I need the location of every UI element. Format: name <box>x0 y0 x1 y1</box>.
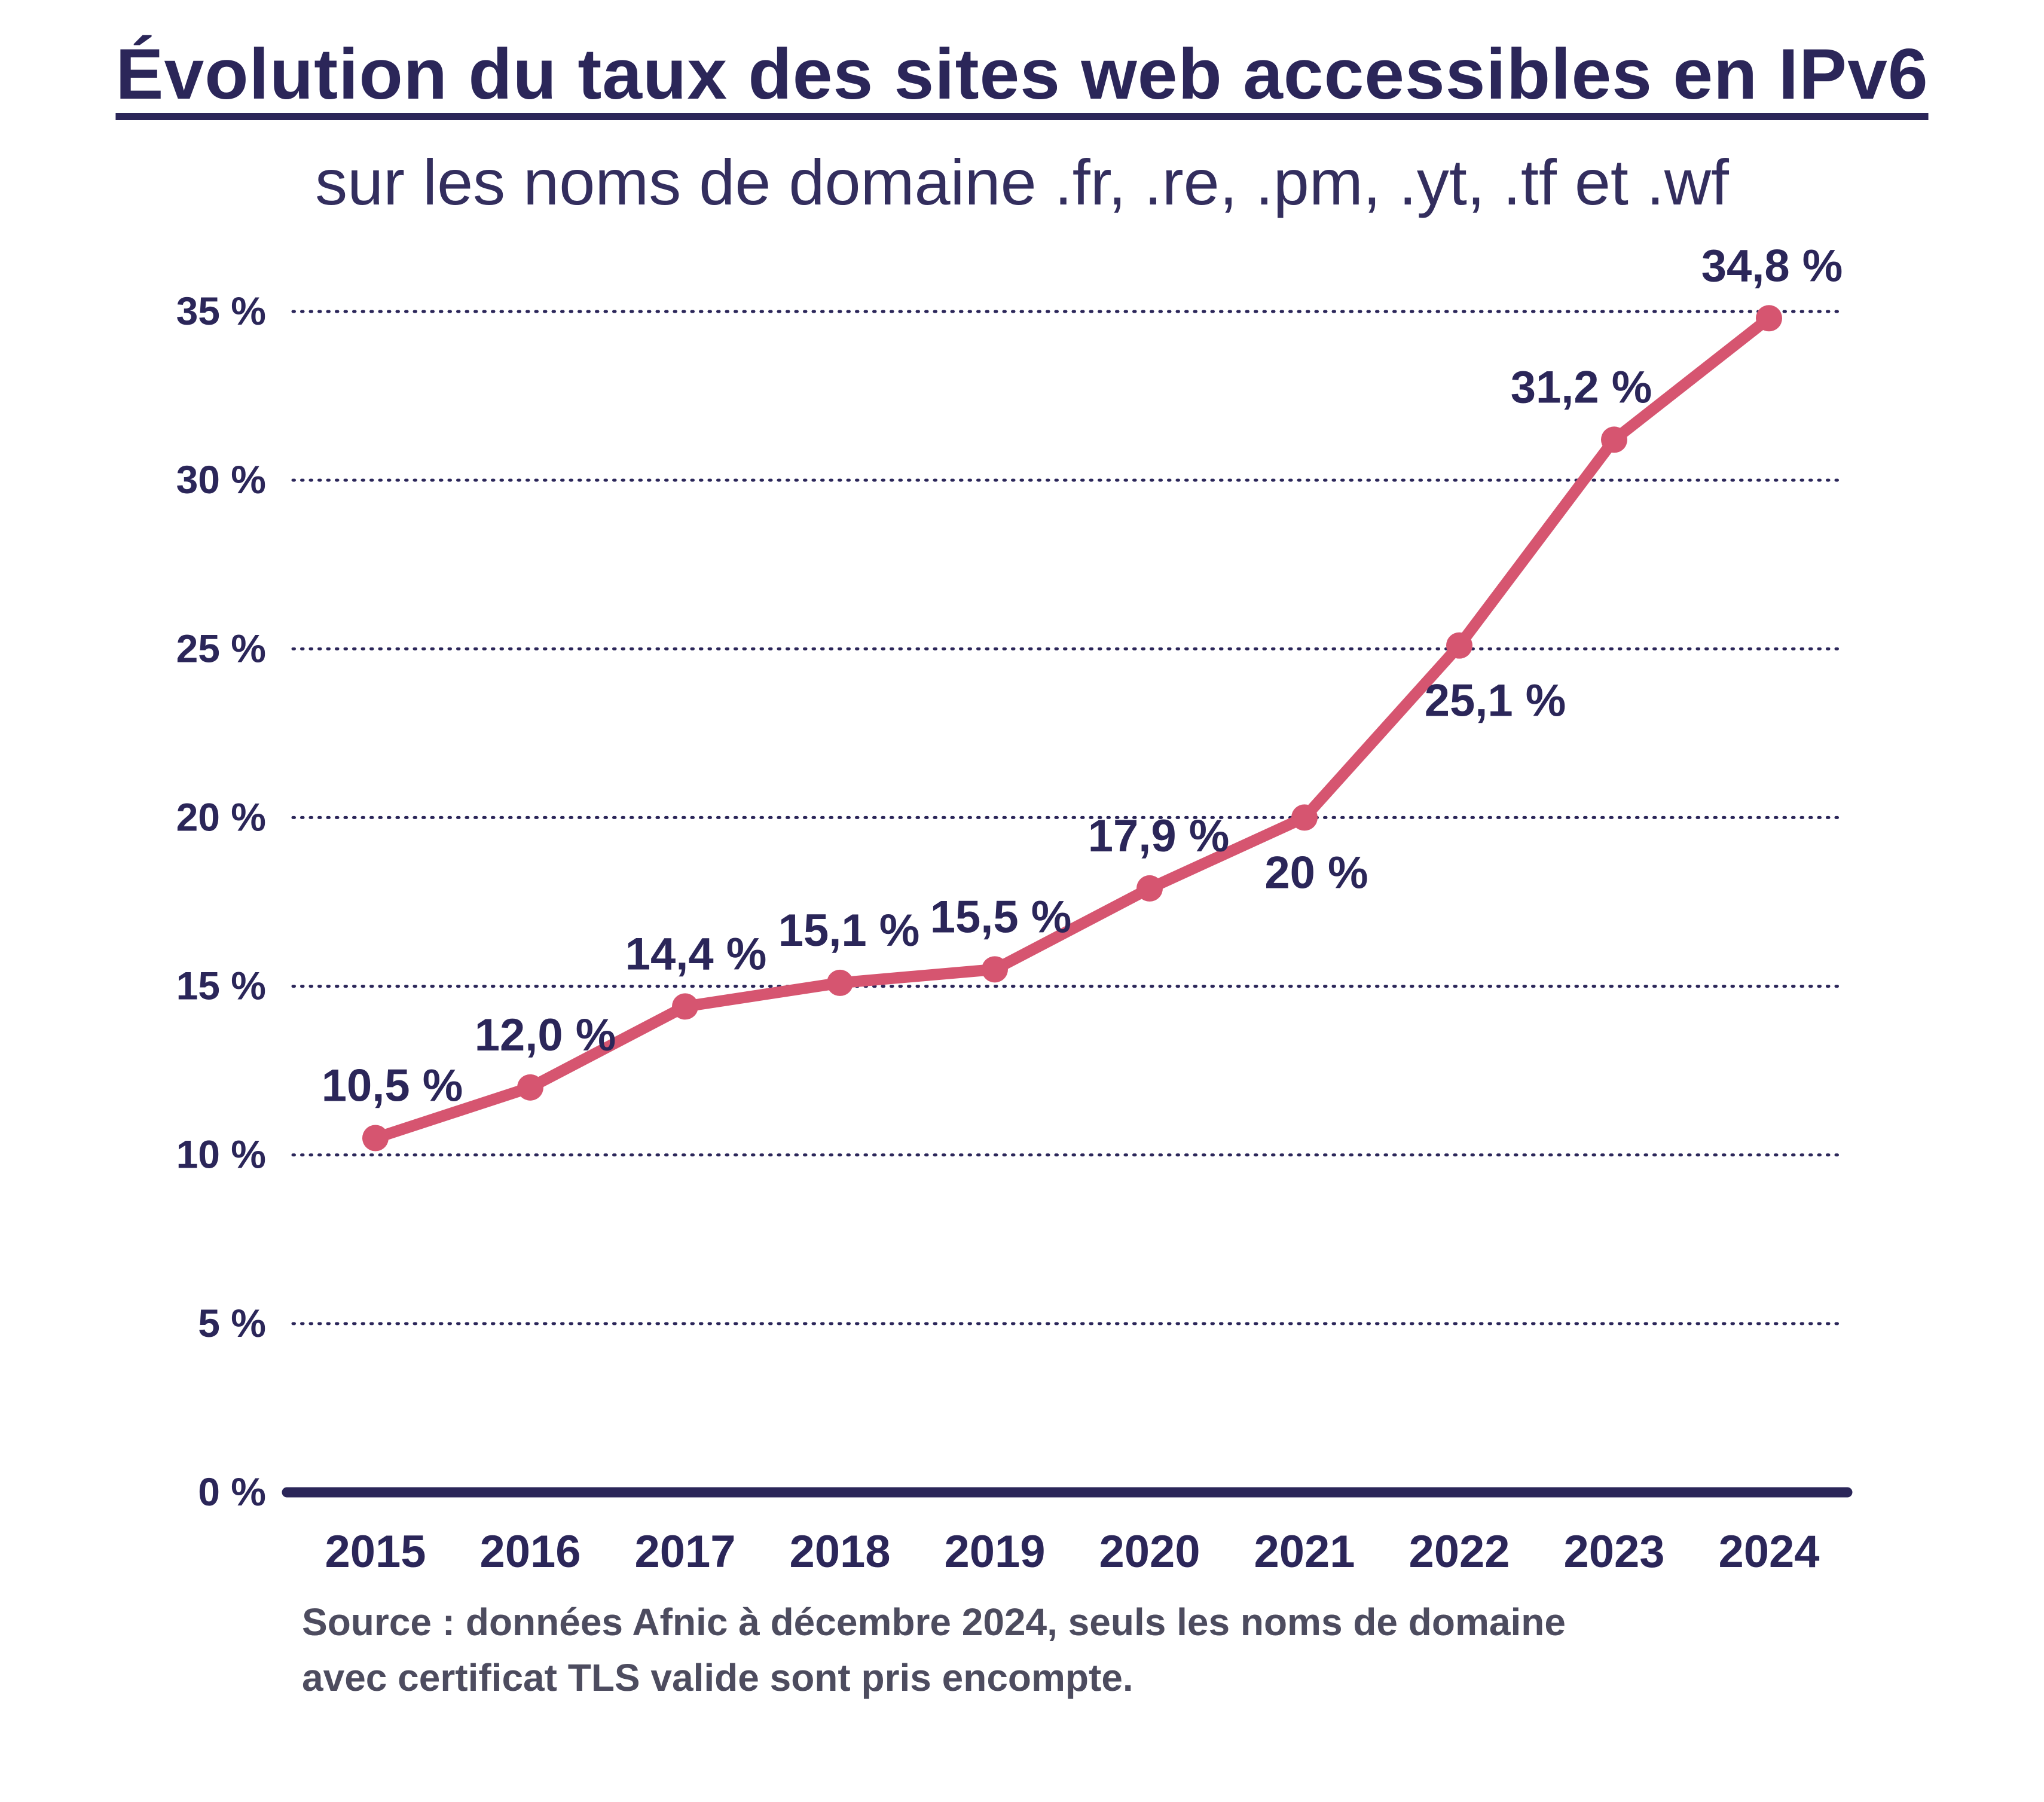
x-tick-label: 2016 <box>479 1526 580 1577</box>
x-tick-label: 2022 <box>1409 1526 1510 1577</box>
data-point-label: 15,5 % <box>930 891 1072 942</box>
data-point <box>1601 426 1627 453</box>
x-tick-label: 2021 <box>1254 1526 1355 1577</box>
x-tick-label: 2020 <box>1099 1526 1200 1577</box>
data-point <box>1756 305 1782 332</box>
data-point-label: 14,4 % <box>625 929 767 979</box>
x-tick-label: 2023 <box>1563 1526 1664 1577</box>
data-point <box>827 969 853 996</box>
data-point-label: 17,9 % <box>1088 811 1230 862</box>
data-point <box>362 1125 389 1152</box>
data-point-label: 34,8 % <box>1701 240 1843 291</box>
source-note: Source : données Afnic à décembre 2024, … <box>302 1595 1677 1706</box>
data-point <box>1136 875 1163 902</box>
data-point <box>1291 804 1318 831</box>
y-tick-label: 35 % <box>176 289 266 333</box>
x-tick-label: 2017 <box>634 1526 735 1577</box>
y-tick-label: 25 % <box>176 626 266 670</box>
x-tick-label: 2024 <box>1718 1526 1819 1577</box>
x-tick-label: 2019 <box>944 1526 1045 1577</box>
data-point-label: 25,1 % <box>1425 676 1566 726</box>
ipv6-line-chart: 0 % 5 % 10 % 15 % 20 % 25 % 30 % 35 % 10,5 % 2015… <box>176 240 1853 1577</box>
y-tick-label: 15 % <box>176 964 266 1008</box>
data-line <box>369 312 1775 1144</box>
source-line-2: avec certificat TLS valide sont pris enc… <box>302 1656 1133 1699</box>
data-point <box>672 993 698 1020</box>
data-point-label: 12,0 % <box>475 1010 616 1061</box>
data-point-label: 20 % <box>1264 847 1368 898</box>
data-point-label: 10,5 % <box>322 1060 463 1111</box>
y-tick-label: 20 % <box>176 795 266 839</box>
data-point <box>517 1074 543 1101</box>
y-tick-label: 10 % <box>176 1132 266 1177</box>
data-point-label: 31,2 % <box>1511 362 1652 413</box>
x-tick-label: 2015 <box>325 1526 426 1577</box>
y-tick-label: 30 % <box>176 457 266 502</box>
chart-subtitle: sur les noms de domaine .fr, .re, .pm, .… <box>315 145 1729 218</box>
source-line-1: Source : données Afnic à décembre 2024, … <box>302 1600 1566 1644</box>
infographic-page: Évolution du taux des sites web accessib… <box>0 34 2044 1802</box>
y-tick-label: 5 % <box>198 1301 266 1345</box>
chart-title: Évolution du taux des sites web accessib… <box>115 34 1929 114</box>
y-tick-label: 0 % <box>198 1470 266 1514</box>
x-tick-label: 2018 <box>789 1526 890 1577</box>
data-point <box>982 956 1008 983</box>
data-point <box>1446 632 1472 659</box>
data-point-label: 15,1 % <box>778 905 920 956</box>
